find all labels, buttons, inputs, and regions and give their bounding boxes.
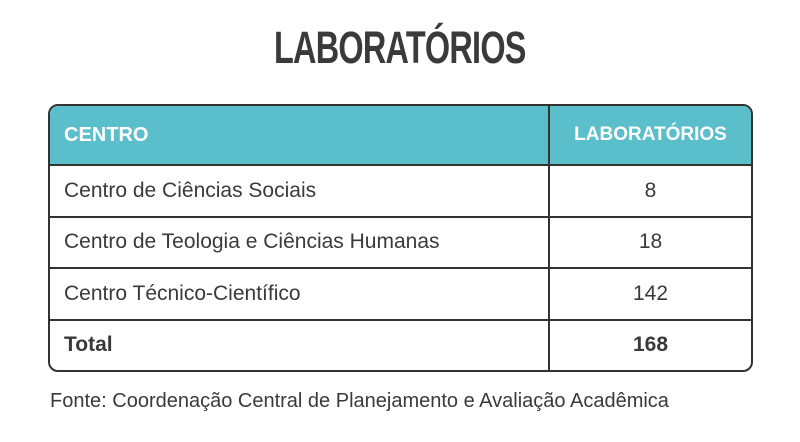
cell-centro-total: Total <box>64 333 113 357</box>
table-header-row: CENTRO LABORATÓRIOS <box>50 106 751 166</box>
header-cell-centro: CENTRO <box>64 123 149 146</box>
page-title-container: LABORATÓRIOS <box>0 22 800 74</box>
source-note: Fonte: Coordenação Central de Planejamen… <box>50 390 669 412</box>
page-title: LABORATÓRIOS <box>274 22 526 73</box>
table-row: Centro de Ciências Sociais 8 <box>50 166 751 218</box>
table-row: Centro Técnico-Científico 142 <box>50 269 751 321</box>
header-cell-laboratorios: LABORATÓRIOS <box>548 106 751 164</box>
cell-centro: Centro Técnico-Científico <box>64 281 301 305</box>
cell-laboratorios: 142 <box>548 269 751 319</box>
cell-laboratorios-total: 168 <box>548 320 751 370</box>
cell-centro: Centro de Teologia e Ciências Humanas <box>64 230 440 254</box>
table-row: Centro de Teologia e Ciências Humanas 18 <box>50 217 751 269</box>
table-total-row: Total 168 <box>50 320 751 370</box>
laboratorios-table: CENTRO LABORATÓRIOS Centro de Ciências S… <box>48 104 753 372</box>
cell-centro: Centro de Ciências Sociais <box>64 178 317 202</box>
cell-laboratorios: 18 <box>548 217 751 267</box>
cell-laboratorios: 8 <box>548 166 751 216</box>
